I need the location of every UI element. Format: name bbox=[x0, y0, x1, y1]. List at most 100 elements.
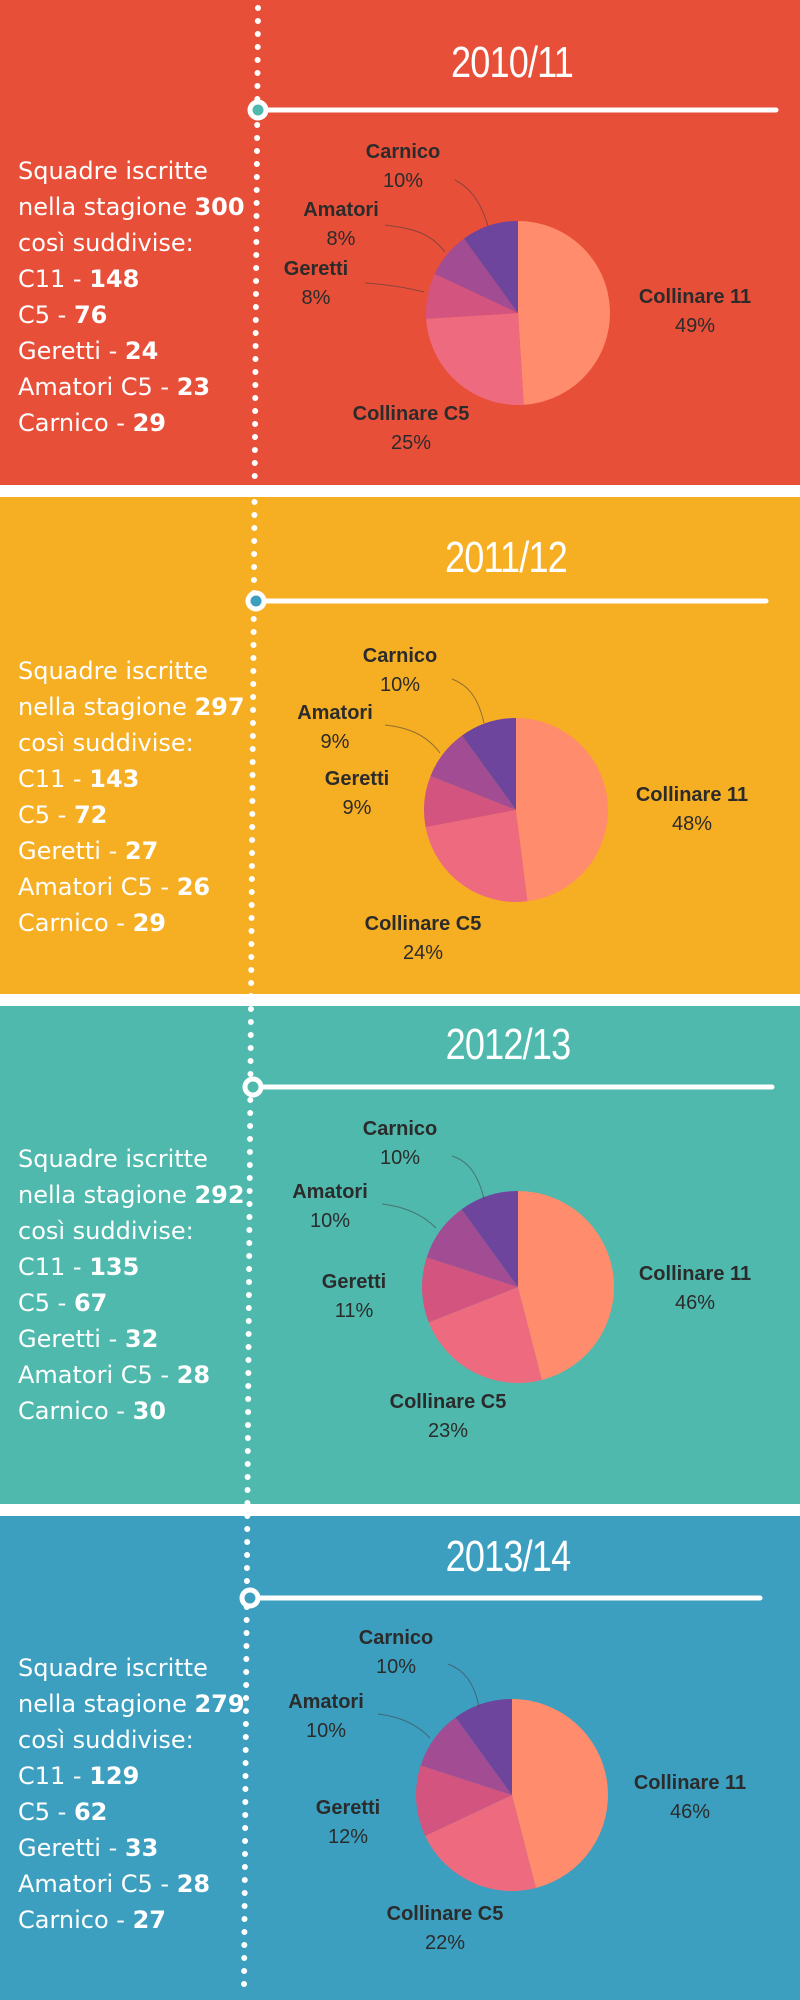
summary-line: Squadre iscritte bbox=[18, 1145, 208, 1173]
c11-count: C11 - 143 bbox=[18, 765, 140, 793]
leader-line bbox=[451, 678, 485, 724]
pie-slice-collinare-11 bbox=[518, 221, 611, 405]
slice-label-percent: 46% bbox=[675, 1292, 715, 1314]
geretti-count: Geretti - 32 bbox=[18, 1325, 159, 1353]
geretti-count: Geretti - 33 bbox=[18, 1834, 159, 1862]
slice-label-name: Collinare C5 bbox=[365, 913, 482, 935]
summary-line: così suddivise: bbox=[18, 729, 194, 757]
amatori-count: Amatori C5 - 26 bbox=[18, 873, 211, 901]
slice-label-percent: 10% bbox=[376, 1656, 416, 1678]
geretti-count: Geretti - 24 bbox=[18, 337, 159, 365]
season-summary: Squadre iscritte nella stagione 292 così… bbox=[18, 1141, 245, 1429]
season-title: 2012/13 bbox=[445, 1020, 572, 1069]
season-summary: Squadre iscritte nella stagione 300 così… bbox=[18, 153, 245, 441]
slice-label-name: Geretti bbox=[325, 768, 389, 790]
pie-slice-carnico bbox=[463, 221, 518, 313]
slice-label-name: Amatori bbox=[303, 199, 379, 221]
pie-slice-collinare-11 bbox=[516, 718, 609, 902]
season-section-2010-11: 2010/11 Squadre iscritte nella stagione … bbox=[0, 0, 800, 485]
leader-line bbox=[384, 224, 446, 253]
c11-count: C11 - 129 bbox=[18, 1762, 140, 1790]
slice-label-percent: 48% bbox=[672, 813, 712, 835]
carnico-count: Carnico - 30 bbox=[18, 1397, 166, 1425]
pie-slice-collinare-c5 bbox=[425, 810, 528, 902]
season-title: 2011/12 bbox=[444, 533, 568, 582]
leader-line bbox=[454, 179, 489, 227]
c5-count: C5 - 76 bbox=[18, 301, 108, 329]
slice-label-percent: 10% bbox=[310, 1210, 350, 1232]
slice-label-name: Collinare 11 bbox=[639, 286, 751, 308]
pie-slice-geretti bbox=[416, 1765, 512, 1836]
season-title: 2010/11 bbox=[450, 38, 574, 87]
slice-label-name: Collinare 11 bbox=[636, 784, 748, 806]
slice-label-percent: 12% bbox=[328, 1826, 368, 1848]
slice-label-percent: 25% bbox=[391, 432, 431, 454]
summary-line: nella stagione 300 bbox=[18, 193, 245, 221]
slice-label-percent: 49% bbox=[675, 315, 715, 337]
slice-label-percent: 46% bbox=[670, 1801, 710, 1823]
pie-chart-2013-14: Collinare 11 46% Collinare C5 22% Geretti 12%… bbox=[288, 1627, 746, 1954]
slice-label-name: Geretti bbox=[322, 1271, 386, 1293]
summary-line: Squadre iscritte bbox=[18, 1654, 208, 1682]
pie-slice-collinare-11 bbox=[512, 1699, 608, 1888]
slice-label-name: Collinare C5 bbox=[390, 1391, 507, 1413]
slice-label-name: Amatori bbox=[292, 1181, 368, 1203]
slice-label-name: Collinare C5 bbox=[387, 1903, 504, 1925]
c5-count: C5 - 67 bbox=[18, 1289, 108, 1317]
pie-chart-2011-12: Collinare 11 48% Collinare C5 24% Geretti 9% A… bbox=[297, 645, 748, 964]
season-title: 2013/14 bbox=[445, 1532, 572, 1581]
total-teams: 292 bbox=[194, 1181, 245, 1209]
slice-label-percent: 10% bbox=[380, 1147, 420, 1169]
leader-line bbox=[384, 724, 441, 754]
summary-line: Squadre iscritte bbox=[18, 157, 208, 185]
pie-slice-amatori bbox=[420, 1717, 512, 1795]
pie-chart-2012-13: Collinare 11 46% Collinare C5 23% Geretti 11%… bbox=[292, 1118, 751, 1442]
carnico-count: Carnico - 29 bbox=[18, 409, 166, 437]
slice-label-percent: 23% bbox=[428, 1420, 468, 1442]
pie-slice-geretti bbox=[424, 776, 516, 828]
total-teams: 300 bbox=[194, 193, 245, 221]
slice-label-name: Amatori bbox=[297, 702, 373, 724]
slice-label-percent: 8% bbox=[302, 287, 331, 309]
amatori-count: Amatori C5 - 28 bbox=[18, 1361, 211, 1389]
carnico-count: Carnico - 27 bbox=[18, 1906, 166, 1934]
slice-label-percent: 8% bbox=[327, 228, 356, 250]
leader-line bbox=[381, 1203, 437, 1229]
slice-label-name: Carnico bbox=[359, 1627, 433, 1649]
slice-label-percent: 10% bbox=[380, 674, 420, 696]
season-section-2011-12: 2011/12 Squadre iscritte nella stagione … bbox=[0, 497, 800, 994]
pie-slice-amatori bbox=[430, 735, 516, 810]
c5-count: C5 - 72 bbox=[18, 801, 108, 829]
slice-label-percent: 9% bbox=[343, 797, 372, 819]
slice-label-percent: 11% bbox=[335, 1300, 374, 1322]
leader-line bbox=[377, 1713, 431, 1739]
pie-slice-geretti bbox=[426, 273, 518, 319]
c11-count: C11 - 148 bbox=[18, 265, 140, 293]
summary-line: Squadre iscritte bbox=[18, 657, 208, 685]
slice-label-name: Geretti bbox=[316, 1797, 380, 1819]
total-teams: 297 bbox=[194, 693, 245, 721]
summary-line: nella stagione 279 bbox=[18, 1690, 245, 1718]
slice-label-name: Collinare 11 bbox=[634, 1772, 746, 1794]
pie-slice-carnico bbox=[455, 1699, 512, 1795]
slice-label-name: Collinare 11 bbox=[639, 1263, 751, 1285]
pie-slice-collinare-c5 bbox=[426, 313, 524, 405]
slice-label-name: Amatori bbox=[288, 1691, 364, 1713]
slice-label-name: Geretti bbox=[284, 258, 348, 280]
summary-line: nella stagione 297 bbox=[18, 693, 245, 721]
geretti-count: Geretti - 27 bbox=[18, 837, 159, 865]
season-summary: Squadre iscritte nella stagione 279 così… bbox=[18, 1650, 245, 1938]
slice-label-percent: 10% bbox=[383, 170, 423, 192]
slice-label-percent: 9% bbox=[321, 731, 350, 753]
pie-slice-collinare-c5 bbox=[428, 1287, 542, 1383]
pie-chart-2010-11: Collinare 11 49% Collinare C5 25% Geretti 8% A… bbox=[284, 141, 751, 454]
slice-label-percent: 24% bbox=[403, 942, 443, 964]
pie-slice-geretti bbox=[421, 1257, 518, 1323]
slice-label-percent: 22% bbox=[425, 1932, 465, 1954]
leader-line bbox=[451, 1155, 485, 1200]
summary-line: così suddivise: bbox=[18, 229, 194, 257]
summary-line: così suddivise: bbox=[18, 1217, 194, 1245]
season-summary: Squadre iscritte nella stagione 297 così… bbox=[18, 653, 245, 941]
pie-slice-collinare-c5 bbox=[425, 1795, 536, 1891]
pie-slice-amatori bbox=[434, 238, 518, 313]
